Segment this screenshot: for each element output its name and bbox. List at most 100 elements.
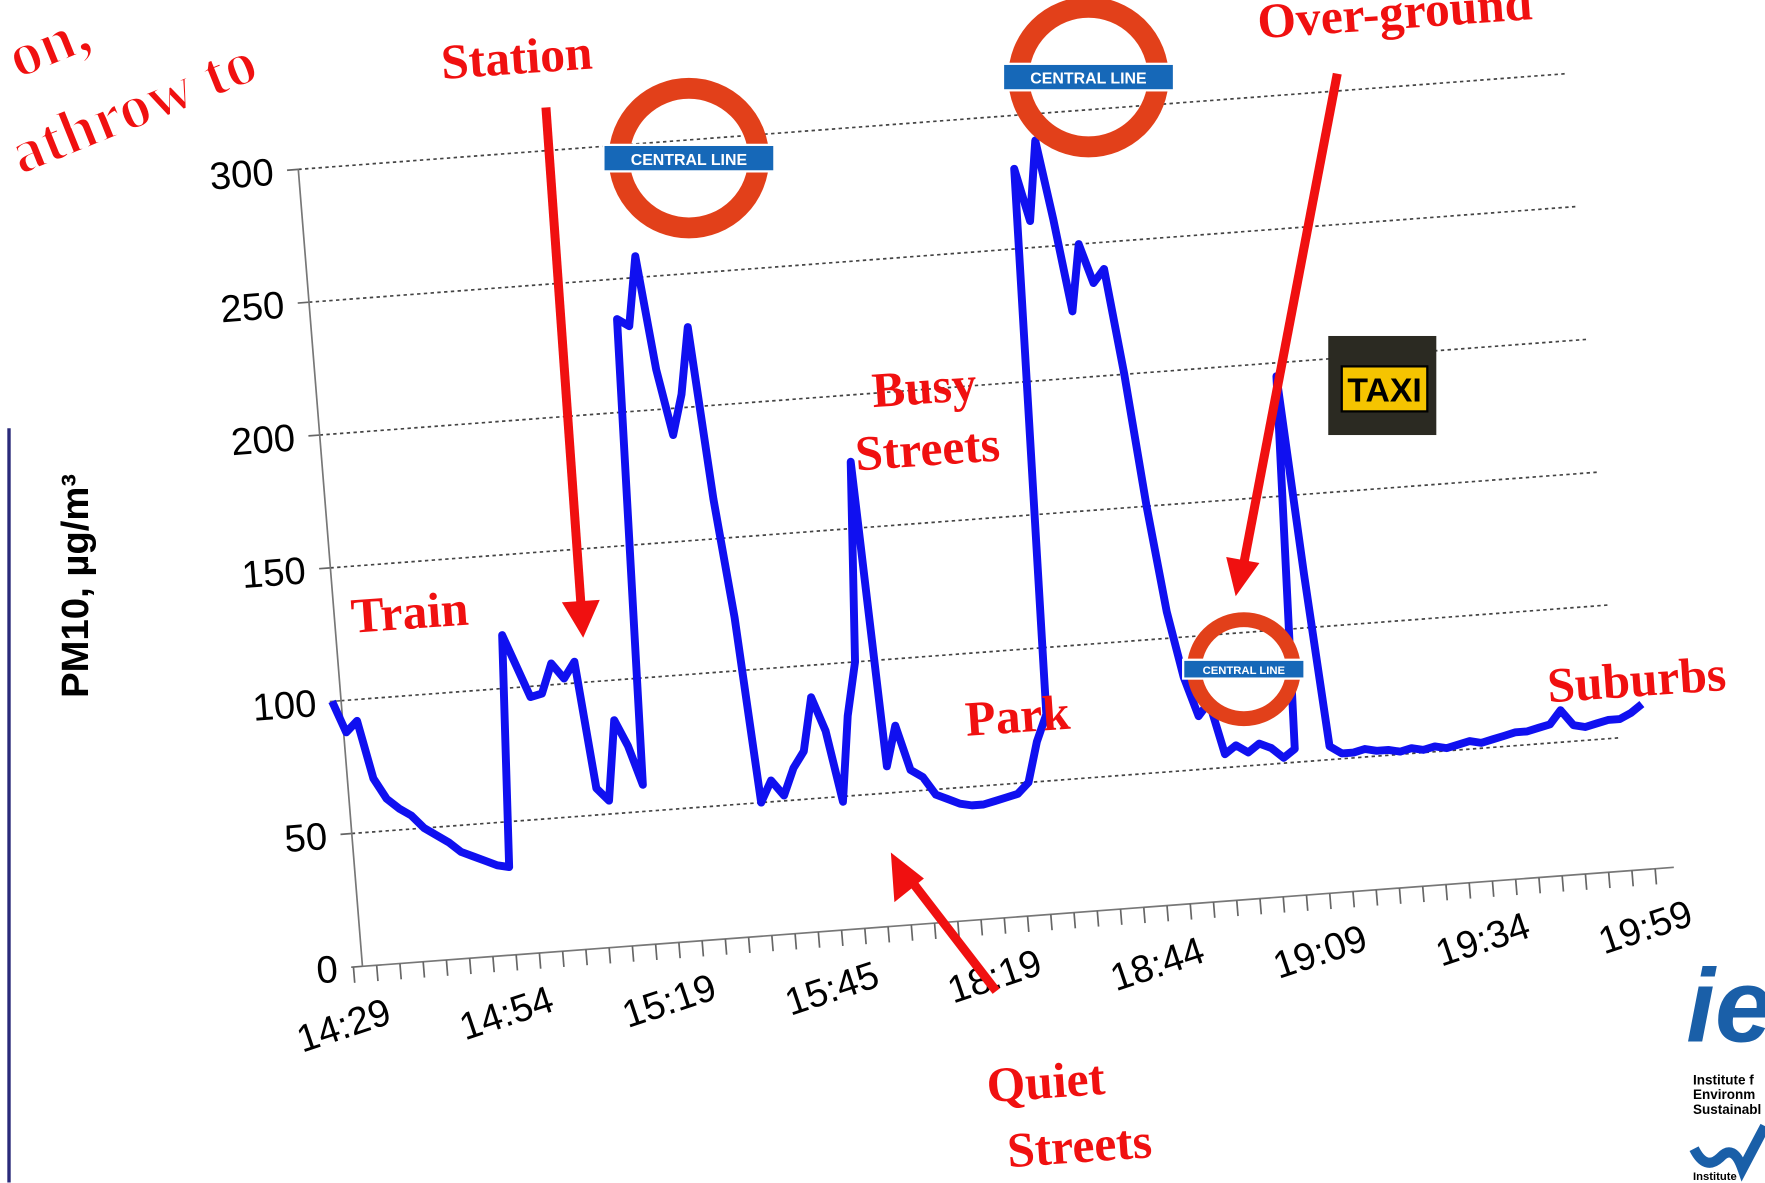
x-tick (1421, 886, 1425, 903)
grid-line (341, 604, 1608, 702)
x-tick (956, 921, 960, 938)
x-tick (1003, 917, 1007, 934)
x-tick (1352, 891, 1356, 908)
logo-mark-2 (1689, 1123, 1765, 1182)
arrow-head (1226, 557, 1260, 597)
x-tick (771, 935, 774, 952)
x-tick (1514, 879, 1518, 896)
x-tick (840, 930, 844, 946)
y-tick (297, 301, 310, 304)
annotation: Train (349, 581, 470, 644)
x-tick (1026, 916, 1030, 932)
annotation: Streets (853, 416, 1001, 481)
y-tick (319, 567, 331, 570)
x-tick (794, 933, 798, 950)
x-tick (1468, 882, 1472, 899)
y-tick-label: 100 (251, 682, 318, 730)
x-tick (561, 951, 565, 968)
y-axis-label: PM10, µg/m³ (54, 474, 97, 698)
roundel-label: CENTRAL LINE (1030, 71, 1146, 88)
x-tick (1259, 898, 1263, 915)
x-tick (747, 937, 751, 954)
y-tick (351, 965, 363, 969)
x-tick (608, 947, 612, 964)
x-tick (631, 945, 635, 962)
x-tick (1305, 894, 1309, 911)
roundel-bar (1001, 62, 1176, 92)
y-tick-label: 250 (219, 284, 286, 332)
x-tick (585, 949, 589, 966)
x-tick (422, 961, 426, 978)
annotation: Streets (1005, 1113, 1153, 1178)
roundel: CENTRAL LINE (602, 77, 776, 239)
y-axis (297, 169, 364, 967)
x-tick (910, 924, 914, 941)
taxi-label: TAXI (1347, 371, 1421, 409)
x-tick (1445, 884, 1449, 901)
y-tick (286, 168, 299, 172)
arrow (1239, 72, 1342, 565)
roundel-label: CENTRAL LINE (631, 152, 747, 169)
logo-mark: ie (1686, 948, 1765, 1064)
logo-text: Environm (1693, 1087, 1755, 1102)
logo-text: Institute (1693, 1171, 1737, 1183)
x-tick (1491, 880, 1495, 897)
x-tick (1189, 903, 1193, 920)
x-tick (399, 963, 403, 980)
x-tick (1235, 900, 1239, 917)
x-tick (933, 923, 937, 939)
roundel-label: CENTRAL LINE (1203, 665, 1286, 677)
x-tick (1166, 905, 1170, 922)
x-tick (1607, 872, 1611, 889)
y-tick-label: 200 (229, 417, 296, 465)
x-tick (701, 940, 705, 957)
x-tick (468, 958, 472, 975)
y-tick-label: 150 (240, 549, 307, 597)
taxi-plate (1340, 365, 1429, 413)
arrow-head (561, 599, 600, 638)
annotation: Suburbs (1545, 646, 1727, 713)
grid-line (298, 72, 1565, 171)
x-tick (1142, 907, 1146, 924)
roundel: CENTRAL LINE (1182, 612, 1306, 727)
x-tick (654, 944, 658, 961)
logo-text: Institute f (1693, 1073, 1754, 1088)
roundel-bar (602, 143, 776, 173)
x-tick (1398, 887, 1402, 904)
y-tick (340, 832, 352, 836)
x-tick (375, 965, 379, 982)
x-tick (1654, 868, 1658, 885)
x-tick (678, 942, 681, 959)
y-tick (308, 434, 320, 437)
x-tick (887, 926, 891, 943)
y-tick-label: 50 (283, 815, 329, 861)
x-tick (817, 931, 821, 948)
x-axis (362, 866, 1674, 968)
x-tick (538, 952, 542, 969)
x-tick (724, 938, 728, 955)
x-tick (1538, 877, 1542, 894)
x-tick (1119, 909, 1123, 925)
grid-line (308, 205, 1576, 304)
x-tick (1212, 902, 1216, 918)
pm10-line (328, 136, 1645, 871)
x-tick (1096, 910, 1100, 927)
decorations: TAXI CENTRAL LINE CENTRAL LINE CENTRAL LIN… (349, 0, 1765, 1183)
x-tick (1073, 912, 1077, 929)
logo-text: Sustainabl (1693, 1102, 1761, 1117)
x-tick (1375, 889, 1379, 906)
roundel: CENTRAL LINE (1001, 0, 1176, 158)
x-tick (1584, 873, 1588, 890)
arrows (541, 72, 1342, 994)
x-tick (863, 928, 867, 945)
x-tick (1631, 870, 1635, 887)
grid-line (351, 737, 1619, 835)
x-tick (1328, 893, 1332, 910)
y-tick-label: 0 (315, 948, 340, 992)
x-tick (1049, 914, 1053, 931)
arrow (905, 875, 1000, 994)
annotation: Park (963, 685, 1072, 747)
